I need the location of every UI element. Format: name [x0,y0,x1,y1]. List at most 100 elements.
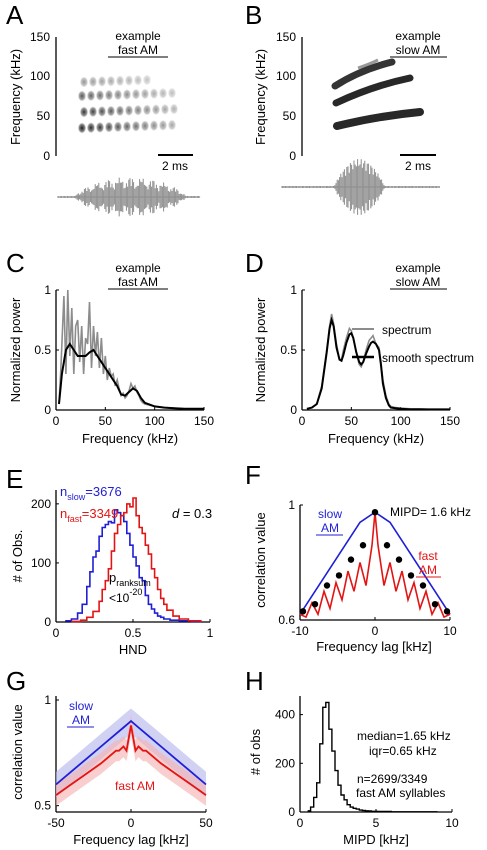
spectrogram-blob [124,105,134,116]
panel-g-y-label: correlation value [10,704,25,799]
y-tick-label: 0 [288,805,295,819]
panel-g: G correlation value Frequency lag [kHz] … [6,666,213,847]
spectrogram-blob [86,90,96,102]
h-stat-n: n=2699/3349 [357,772,428,786]
peak-marker [443,608,451,615]
panel-c-plot [58,289,204,410]
h-stat-iqr: iqr=0.65 kHz [369,744,437,758]
spectrogram-blob [142,104,152,116]
p-threshold-exponent: -20 [129,587,142,597]
y-tick-label: 0.5 [34,343,51,357]
spectrogram-blob [158,119,168,131]
peak-marker [359,542,367,549]
panel-d-title-line1: example [395,261,441,275]
panel-a-ytick-0: 0 [43,149,50,163]
panel-a-waveform [57,177,201,217]
peak-marker [419,582,427,589]
x-tick-label: -50 [47,816,65,830]
panel-label-f: F [245,460,261,490]
x-tick-label: 10 [443,624,457,638]
panel-e-ticks: 0 0.5 1 0 100 200 [31,497,214,640]
spectrogram-blob [167,119,177,131]
x-tick-label: 50 [345,414,359,428]
panel-b-ytick-50: 50 [283,109,297,123]
spectrogram-blob [97,75,107,87]
h-stat-median: median=1.65 kHz [357,729,451,743]
y-tick-label: 200 [275,756,295,770]
panel-c-ticks: 0 50 100 150 0 0.5 1 [34,283,214,428]
spectrogram-blob [122,121,132,132]
h-stat-population: fast AM syllables [356,786,445,800]
y-tick-label: 0.5 [34,799,51,813]
x-tick-label: 0 [372,624,379,638]
spectrogram-blob [77,90,87,102]
spectrogram-blob [95,121,105,133]
panel-e-x-label: HND [119,642,147,657]
spectrogram-blob [167,87,177,99]
spectrogram-blob [142,74,152,86]
spectrogram-blob [95,89,105,101]
spectrogram-blob [133,74,143,86]
x-tick-label: 0 [53,626,60,640]
n-fast-letter: n [60,506,67,521]
panel-f-ticks: -10 0 10 0.6 1 [278,498,457,638]
panel-b-spectrogram [331,58,424,130]
waveform-trace [281,159,440,215]
x-tick-label: 0 [128,816,135,830]
x-tick-label: 5 [373,816,380,830]
panel-label-e: E [6,464,23,494]
p-subscript: ranksum [116,578,151,588]
y-tick-label: 0 [44,615,51,629]
y-tick-label: 1 [290,283,297,297]
panel-b-title-line2: slow AM [396,43,441,57]
f-fast-label-line2: AM [419,563,437,577]
x-tick-label: 1 [207,626,214,640]
spectrogram-blob [169,103,179,115]
panel-label-d: D [245,248,264,278]
x-tick-label: 0 [297,816,304,830]
spectrogram-blob [140,88,150,100]
spectrogram-blob [104,121,114,133]
peak-marker [407,572,415,579]
f-slow-label-line2: AM [321,521,339,535]
panel-b-ytick-100: 100 [276,69,296,83]
y-tick-label: 0 [44,403,51,417]
panel-f: F correlation value Frequency lag [kHz] … [245,460,471,654]
panel-label-b: B [245,0,262,30]
fast-histogram [71,497,202,623]
panel-g-ticks: -50 0 50 0.5 1 [34,693,213,830]
panel-g-x-label: Frequency lag [kHz] [73,832,189,847]
y-tick-label: 200 [31,497,51,511]
panel-h-x-label: MIPD [kHz] [343,832,409,847]
n-fast-subscript: fast [67,514,82,524]
spectrogram-blob [79,106,89,118]
effect-size-letter: d [172,506,180,521]
panel-label-g: G [6,666,26,696]
spectrogram-blob [88,76,98,88]
panel-label-a: A [6,0,24,30]
fast-band [56,714,206,806]
peak-marker [299,608,307,615]
x-tick-label: 0 [299,414,306,428]
panel-d-title-line2: slow AM [396,275,441,289]
panel-a-ytick-50: 50 [37,109,51,123]
n-fast-value: =3349 [82,506,119,521]
panel-a-ytick-150: 150 [30,30,50,44]
p-threshold-base: <10 [109,591,130,605]
spectrogram-blob [122,89,132,100]
x-tick-label: 0 [53,414,60,428]
spectrogram-blob [106,105,116,117]
mipd-histogram [307,701,438,813]
panel-label-c: C [6,248,25,278]
slow-histogram [65,509,202,623]
panel-b-ytick-150: 150 [276,30,296,44]
peak-marker [371,508,379,516]
panel-f-x-label: Frequency lag [kHz] [316,639,432,654]
x-tick-label: 100 [145,414,165,428]
panel-h-plot [307,701,438,813]
panel-d-plot [306,313,450,411]
panel-a-scale-label: 2 ms [162,159,188,173]
x-tick-label: 0.5 [125,626,142,640]
n-slow-subscript: slow [67,492,86,502]
